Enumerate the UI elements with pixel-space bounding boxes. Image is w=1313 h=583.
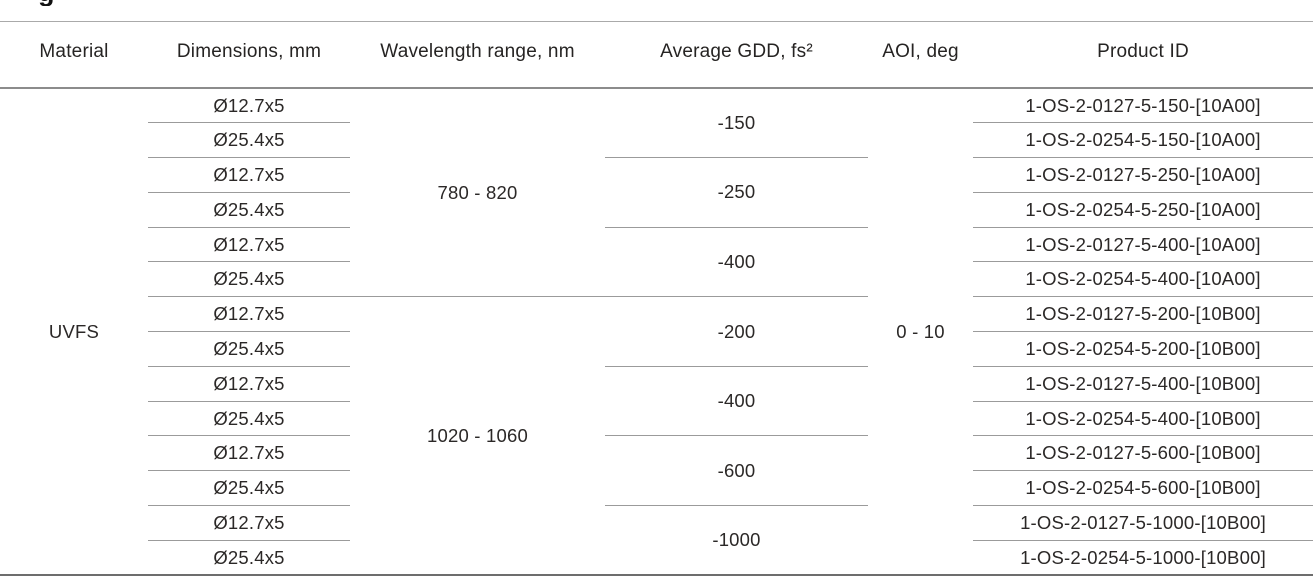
table-row: Ø25.4x5 1-OS-2-0254-5-250-[10A00] — [0, 192, 1313, 228]
dimension-cell: Ø25.4x5 — [148, 261, 350, 298]
gdd-cell: -600 — [605, 435, 868, 507]
dimension-cell: Ø25.4x5 — [148, 192, 350, 228]
product-id-cell: 1-OS-2-0127-5-150-[10A00] — [973, 88, 1313, 124]
dimension-cell: Ø12.7x5 — [148, 366, 350, 402]
wavelength-cell: 1020 - 1060 — [427, 424, 528, 446]
col-header-average-gdd: Average GDD, fs² — [605, 22, 868, 89]
dimension-cell: Ø12.7x5 — [148, 88, 350, 124]
spec-table-container: Material Dimensions, mm Wavelength range… — [0, 21, 1313, 577]
gdd-cell: -400 — [605, 366, 868, 437]
gdd-cell: -200 — [605, 296, 868, 367]
col-header-dimensions: Dimensions, mm — [148, 22, 350, 89]
product-id-cell: 1-OS-2-0254-5-400-[10A00] — [973, 261, 1313, 298]
table-row: Ø12.7x5 1020 - 1060 -200 1-OS-2-0127-5-2… — [0, 296, 1313, 446]
col-header-product-id: Product ID — [973, 22, 1313, 89]
table-row: Ø25.4x5 1-OS-2-0254-5-200-[10B00] — [0, 331, 1313, 367]
clipped-heading-fragment: g — [38, 0, 68, 6]
table-row: Ø12.7x5 -400 1-OS-2-0127-5-400-[10A00] — [0, 227, 1313, 298]
table-row: Ø25.4x5 1-OS-2-0254-5-400-[10A00] — [0, 261, 1313, 298]
header-row: Material Dimensions, mm Wavelength range… — [0, 22, 1313, 89]
dimension-cell: Ø25.4x5 — [148, 331, 350, 367]
product-id-cell: 1-OS-2-0254-5-150-[10A00] — [973, 122, 1313, 159]
gdd-cell: -400 — [605, 227, 868, 298]
material-cell: UVFS — [48, 320, 100, 342]
table-row: Ø12.7x5 -1000 1-OS-2-0127-5-1000-[10B00] — [0, 505, 1313, 550]
dimension-cell: Ø25.4x5 — [148, 401, 350, 437]
product-id-cell: 1-OS-2-0254-5-1000-[10B00] — [1020, 546, 1266, 568]
aoi-cell: 0 - 10 — [896, 320, 945, 342]
product-id-cell: 1-OS-2-0127-5-600-[10B00] — [973, 435, 1313, 472]
product-id-cell: 1-OS-2-0254-5-200-[10B00] — [973, 331, 1313, 367]
spec-table: Material Dimensions, mm Wavelength range… — [0, 22, 1313, 577]
gdd-cell: -250 — [605, 157, 868, 228]
product-id-cell: 1-OS-2-0127-5-200-[10B00] — [973, 296, 1313, 333]
table-row: Ø12.7x5 -600 1-OS-2-0127-5-600-[10B00] — [0, 435, 1313, 507]
dimension-cell: Ø25.4x5 — [148, 122, 350, 159]
product-id-cell: 1-OS-2-0127-5-1000-[10B00] — [973, 505, 1313, 541]
table-row: Ø12.7x5 -400 1-OS-2-0127-5-400-[10B00] — [0, 366, 1313, 437]
product-id-cell: 1-OS-2-0254-5-250-[10A00] — [973, 192, 1313, 228]
product-id-cell: 1-OS-2-0127-5-400-[10A00] — [973, 227, 1313, 263]
dimension-cell: Ø12.7x5 — [148, 157, 350, 193]
product-id-cell: 1-OS-2-0254-5-600-[10B00] — [973, 470, 1313, 507]
dimension-cell: Ø12.7x5 — [148, 505, 350, 541]
table-row: Ø25.4x5 1-OS-2-0254-5-150-[10A00] — [0, 122, 1313, 159]
product-id-cell: 1-OS-2-0254-5-400-[10B00] — [973, 401, 1313, 437]
dimension-cell: Ø25.4x5 — [213, 546, 285, 568]
gdd-cell: -1000 — [712, 529, 761, 551]
col-header-material: Material — [0, 22, 148, 89]
gdd-cell: -150 — [605, 88, 868, 159]
table-row: Ø25.4x5 1-OS-2-0254-5-600-[10B00] — [0, 470, 1313, 507]
col-header-wavelength-range: Wavelength range, nm — [350, 22, 605, 89]
product-id-cell: 1-OS-2-0127-5-250-[10A00] — [973, 157, 1313, 193]
col-header-aoi: AOI, deg — [868, 22, 973, 89]
dimension-cell: Ø12.7x5 — [148, 435, 350, 472]
product-id-cell: 1-OS-2-0127-5-400-[10B00] — [973, 366, 1313, 402]
table-row: UVFS Ø12.7x5 780 - 820 -150 0 - 10 1-OS-… — [0, 88, 1313, 342]
clipped-heading-glyph: g — [38, 0, 68, 6]
table-row: Ø25.4x5 1-OS-2-0254-5-1000-[10B00] — [0, 540, 1313, 575]
dimension-cell: Ø12.7x5 — [148, 296, 350, 333]
dimension-cell: Ø12.7x5 — [148, 227, 350, 263]
wavelength-cell: 780 - 820 — [350, 88, 605, 298]
table-row: Ø25.4x5 1-OS-2-0254-5-400-[10B00] — [0, 401, 1313, 437]
dimension-cell: Ø25.4x5 — [148, 470, 350, 507]
table-row: Ø12.7x5 -250 1-OS-2-0127-5-250-[10A00] — [0, 157, 1313, 228]
